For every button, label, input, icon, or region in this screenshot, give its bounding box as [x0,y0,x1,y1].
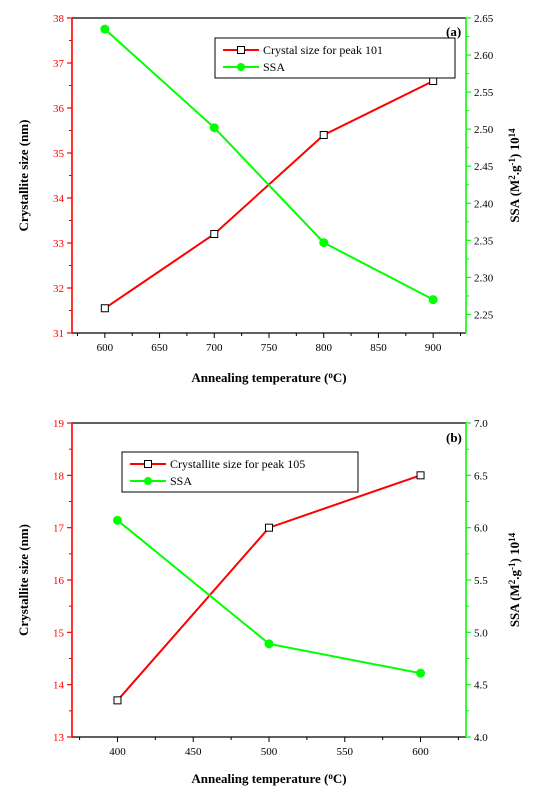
x-tick-label: 800 [315,342,332,354]
left-y-tick-label: 33 [53,238,65,250]
right-y-tick-label: 7.0 [474,418,488,430]
x-tick-label: 900 [425,342,442,354]
right-y-tick-label: 2.40 [474,198,494,210]
legend-marker-square [144,460,152,468]
x-tick-label: 500 [261,746,278,758]
left-y-tick-label: 19 [53,418,65,430]
left-y-tick-label: 35 [53,148,65,160]
left-y-tick-label: 13 [53,732,65,744]
right-y-tick-label: 2.60 [474,50,494,62]
legend-entry-label: SSA [263,60,285,74]
legend-marker-circle [144,477,152,485]
legend-box [214,37,456,79]
right-y-axis-title: SSA (M2.g-1) 1014 [507,532,522,627]
left-y-tick-label: 32 [53,283,64,295]
data-point-ssa [264,639,274,649]
x-tick-label: 650 [151,342,168,354]
x-tick-label: 850 [370,342,387,354]
left-y-tick-label: 38 [53,13,65,25]
data-point-crystal-size [319,131,328,139]
x-axis-title: Annealing temperature (oC) [191,771,346,786]
right-y-tick-label: 2.55 [474,87,494,99]
x-tick-label: 600 [412,746,429,758]
left-y-tick-label: 17 [53,523,65,535]
x-tick-label: 550 [337,746,354,758]
right-y-tick-label: 5.5 [474,575,488,587]
x-tick-label: 700 [206,342,223,354]
data-point-ssa [319,238,329,248]
legend-entry-label: Crystal size for peak 101 [263,43,383,57]
data-point-ssa [100,24,110,34]
left-y-tick-label: 31 [53,328,64,340]
data-point-crystal-size [416,471,425,480]
right-y-axis-title: SSA (M2.g-1) 1014 [507,128,522,223]
left-y-tick-label: 37 [53,58,65,70]
series-line-crystal-size [116,474,421,702]
right-y-tick-label: 4.5 [474,680,488,692]
chart-panel-a: 600 650 700 750 800 850 900 31 32 33 34 35 36 37 38 2.2… [16,13,522,385]
data-point-crystal-size [265,523,273,532]
left-y-tick-label: 36 [53,103,65,115]
left-y-tick-label: 15 [53,627,65,639]
x-tick-label: 750 [261,342,278,354]
left-y-axis-title: Crystallite size (nm) [16,120,31,232]
right-y-tick-label: 6.0 [474,523,488,535]
legend-entry-label: SSA [170,474,192,488]
left-y-tick-label: 14 [53,680,65,692]
series-line-ssa [104,28,434,301]
right-y-tick-label: 2.50 [474,124,494,136]
data-point-ssa [112,515,122,525]
data-point-crystal-size [100,304,109,313]
data-point-crystal-size [429,77,438,85]
data-point-ssa [416,668,426,678]
right-y-tick-label: 2.25 [474,309,494,321]
left-y-axis-title: Crystallite size (nm) [16,524,31,636]
right-y-tick-label: 2.30 [474,272,494,284]
left-y-tick-label: 34 [53,193,65,205]
left-y-tick-label: 16 [53,575,65,587]
data-point-ssa [209,123,219,133]
chart-panel-b: 400 450 500 550 600 13 14 15 16 17 18 19 4.0 4.5 5.0 5.… [16,418,522,786]
right-y-tick-label: 5.0 [474,627,488,639]
legend-marker-square [237,46,245,54]
x-tick-label: 400 [109,746,126,758]
data-point-crystal-size [113,696,122,705]
x-tick-label: 450 [185,746,202,758]
left-y-tick-label: 18 [53,470,65,482]
right-y-tick-label: 2.35 [474,235,494,247]
right-y-tick-label: 4.0 [474,732,488,744]
data-point-ssa [428,295,438,305]
data-point-crystal-size [210,230,219,238]
panel-label: (a) [446,24,461,39]
x-tick-label: 600 [97,342,114,354]
legend-box [121,451,359,493]
series-line-ssa [116,519,421,675]
right-y-tick-label: 6.5 [474,470,488,482]
legend-marker-circle [237,63,245,71]
right-y-tick-label: 2.45 [474,161,494,173]
x-axis-title: Annealing temperature (oC) [191,370,346,385]
right-y-tick-label: 2.65 [474,13,494,25]
legend-entry-label: Crystallite size for peak 105 [170,457,305,471]
panel-label: (b) [446,430,462,445]
